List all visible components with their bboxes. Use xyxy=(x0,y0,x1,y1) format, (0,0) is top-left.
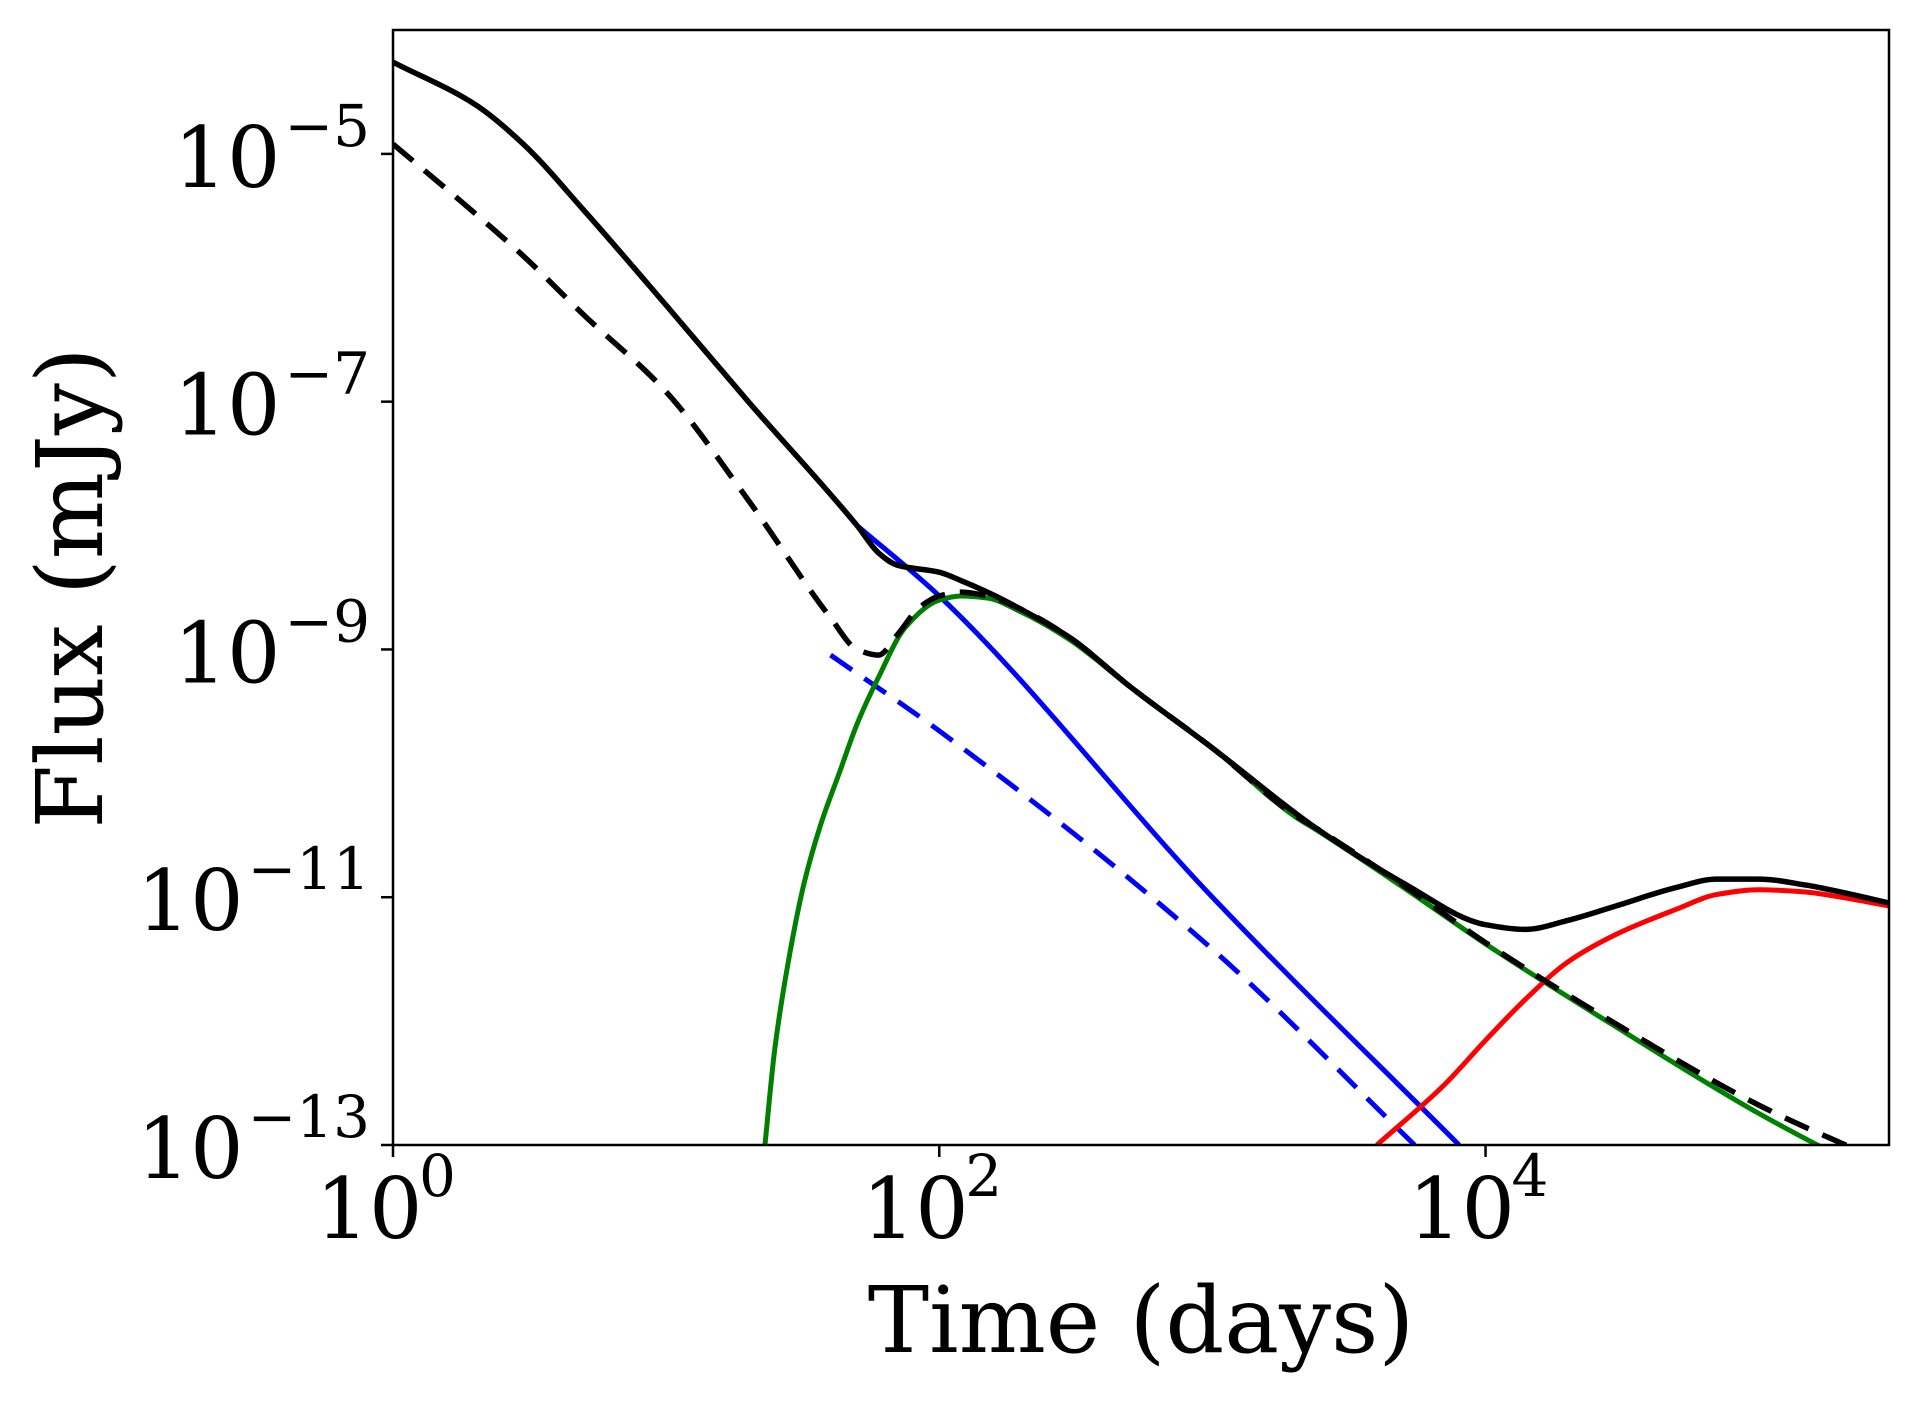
y-tick-label: 10 xyxy=(137,1100,244,1198)
x-tick-exponent: 0 xyxy=(419,1142,456,1210)
x-tick-label: 10 xyxy=(1408,1160,1515,1258)
series-line-red-solid xyxy=(1375,887,1889,1145)
y-tick-label: 10 xyxy=(137,852,244,950)
y-tick-exponent: −7 xyxy=(285,340,371,408)
y-tick-label: 10 xyxy=(174,604,281,702)
series-line-blue-solid xyxy=(855,523,1461,1145)
x-tick-exponent: 2 xyxy=(965,1142,1002,1210)
y-tick-exponent: −9 xyxy=(285,587,371,655)
x-tick-exponent: 4 xyxy=(1512,1142,1549,1210)
x-tick-label: 10 xyxy=(862,1160,969,1258)
y-tick-label: 10 xyxy=(174,109,281,207)
y-tick-exponent: −11 xyxy=(248,835,370,903)
series-layer xyxy=(393,59,1889,1145)
plot-frame xyxy=(391,28,1891,1147)
x-tick-label: 10 xyxy=(316,1160,423,1258)
y-tick-exponent: −13 xyxy=(248,1083,370,1151)
x-axis-label: Time (days) xyxy=(868,1267,1414,1374)
x-axis-ticks: 100 102 104 xyxy=(316,1142,1549,1258)
y-tick-label: 10 xyxy=(174,357,281,455)
y-tick-exponent: −5 xyxy=(285,92,371,160)
y-axis-label: Flux (mJy) xyxy=(17,347,124,829)
series-line-black-dashed xyxy=(393,141,1853,1145)
series-line-blue-dashed xyxy=(829,653,1417,1145)
